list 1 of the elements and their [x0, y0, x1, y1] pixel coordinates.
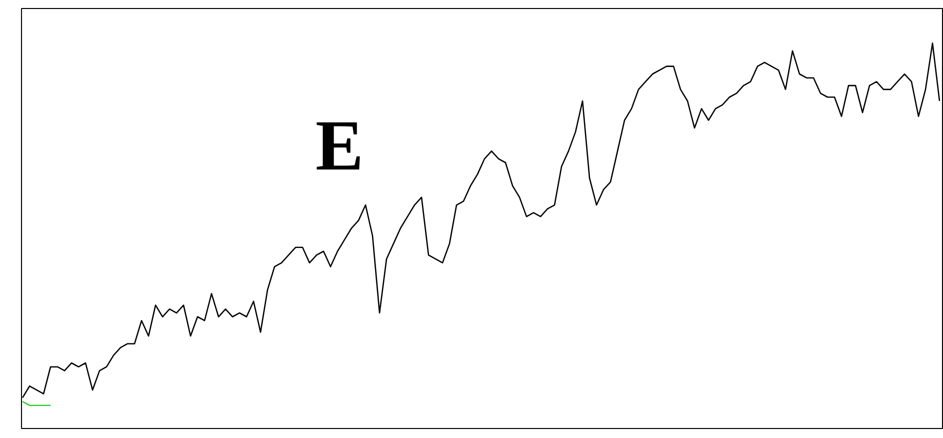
annotation: E [315, 105, 364, 186]
